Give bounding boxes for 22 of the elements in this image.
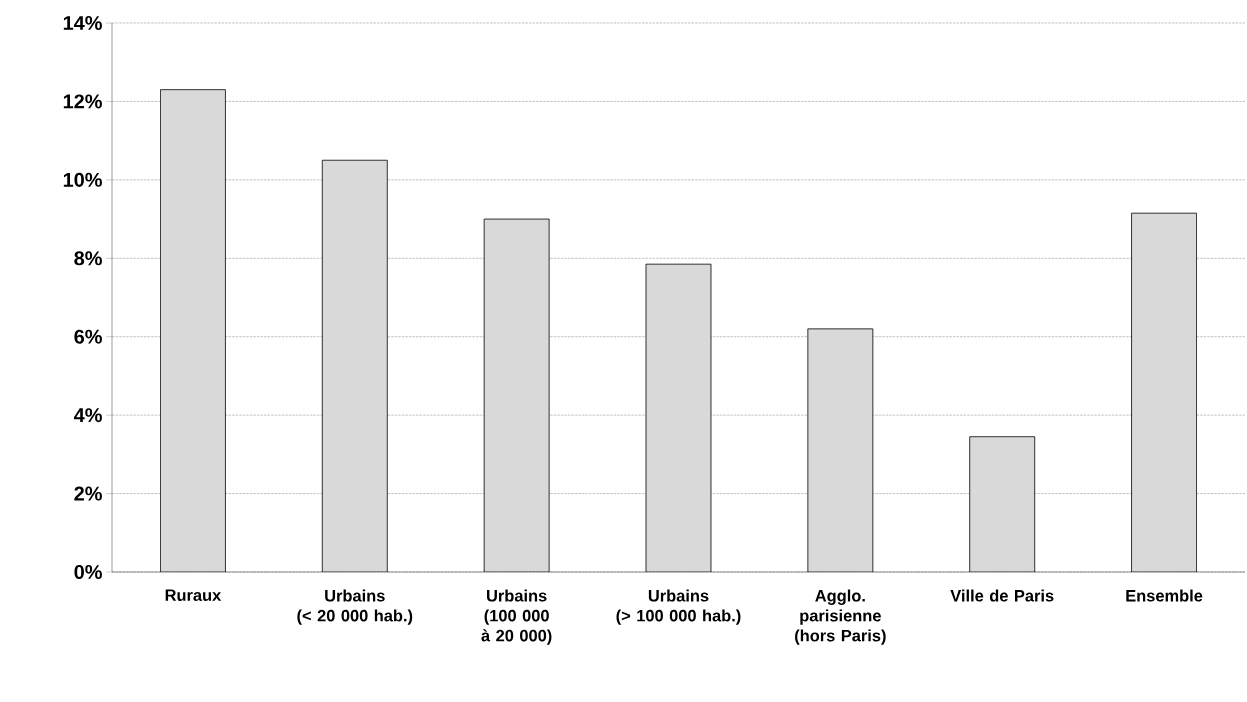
y-tick-label: 8% [74, 251, 102, 266]
y-tick-label: 6% [74, 329, 102, 344]
bar [321, 159, 388, 572]
bar [483, 218, 550, 572]
y-tick-label: 12% [63, 94, 102, 109]
y-tick-label: 10% [63, 172, 102, 187]
y-tick-label: 0% [74, 564, 102, 580]
y-tick-label: 4% [73, 408, 102, 423]
x-tick-label: Agglo. parisienne (hors Paris) [795, 589, 886, 645]
bar [969, 436, 1036, 572]
x-tick-label: Ville de Paris [950, 589, 1054, 602]
x-tick-label: Urbains (100 000 à 20 000) [481, 589, 552, 645]
bar [645, 263, 712, 572]
bar [807, 328, 874, 572]
x-tick-label: Urbains (< 20 000 hab.) [297, 589, 413, 625]
x-tick-label: Urbains (> 100 000 hab.) [616, 589, 741, 625]
bar [160, 89, 226, 572]
bar [1131, 212, 1197, 572]
x-tick-label: Ruraux [165, 589, 222, 601]
x-tick-label: Ensemble [1126, 589, 1203, 602]
y-tick-label: 2% [74, 486, 102, 501]
y-tick-label: 14% [63, 15, 102, 30]
